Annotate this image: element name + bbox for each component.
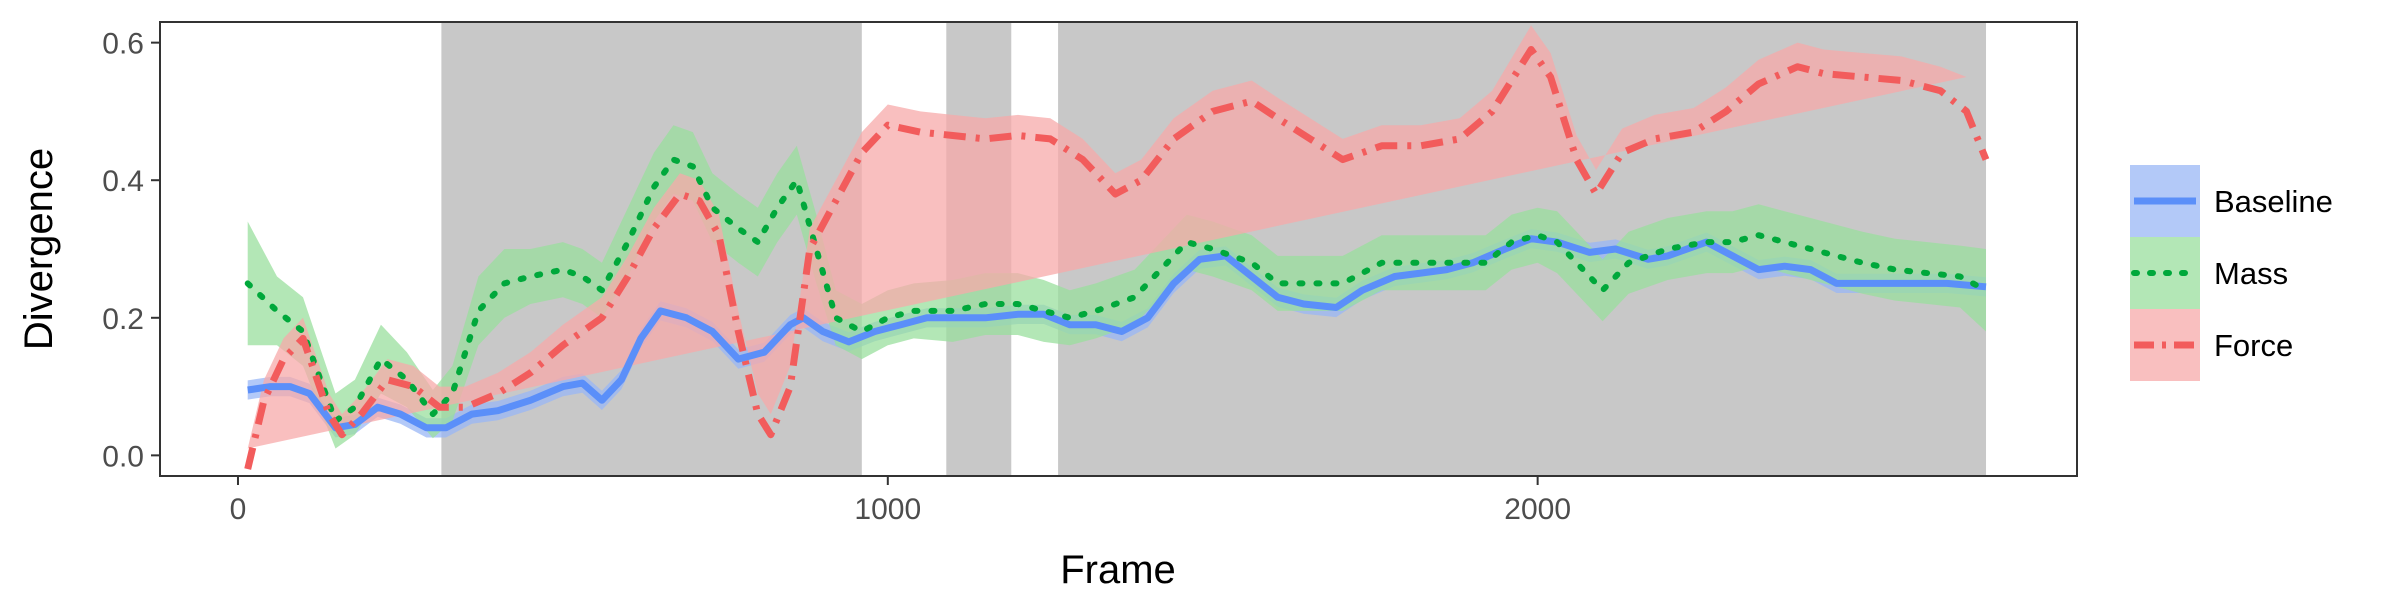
line-force — [244, 46, 1990, 470]
y-tick-label: 0.0 — [102, 440, 144, 473]
legend-label-force: Force — [2214, 328, 2293, 363]
y-tick-label: 0.2 — [102, 303, 144, 336]
legend-label-baseline: Baseline — [2214, 184, 2333, 219]
band-mass — [247, 125, 1987, 449]
legend: Baseline Mass Force — [2130, 165, 2333, 381]
legend-label-mass: Mass — [2214, 256, 2288, 291]
x-tick-label: 0 — [230, 493, 247, 526]
legend-item-force: Force — [2130, 309, 2293, 381]
y-axis: 0.0 0.2 0.4 0.6 — [102, 28, 160, 473]
x-axis-title: Frame — [1060, 548, 1176, 592]
legend-item-baseline: Baseline — [2130, 165, 2333, 237]
y-axis-title: Divergence — [17, 148, 61, 350]
legend-item-mass: Mass — [2130, 237, 2288, 309]
x-tick-label: 1000 — [854, 493, 921, 526]
line-baseline — [247, 235, 1987, 432]
x-axis: 0 1000 2000 — [230, 476, 1571, 526]
plot-border — [159, 21, 2078, 477]
line-mass — [244, 156, 1989, 424]
x-tick-label: 2000 — [1504, 493, 1571, 526]
y-tick-label: 0.6 — [102, 28, 144, 61]
band-force — [247, 25, 1967, 449]
series-lines — [244, 46, 1990, 470]
y-tick-label: 0.4 — [102, 165, 144, 198]
